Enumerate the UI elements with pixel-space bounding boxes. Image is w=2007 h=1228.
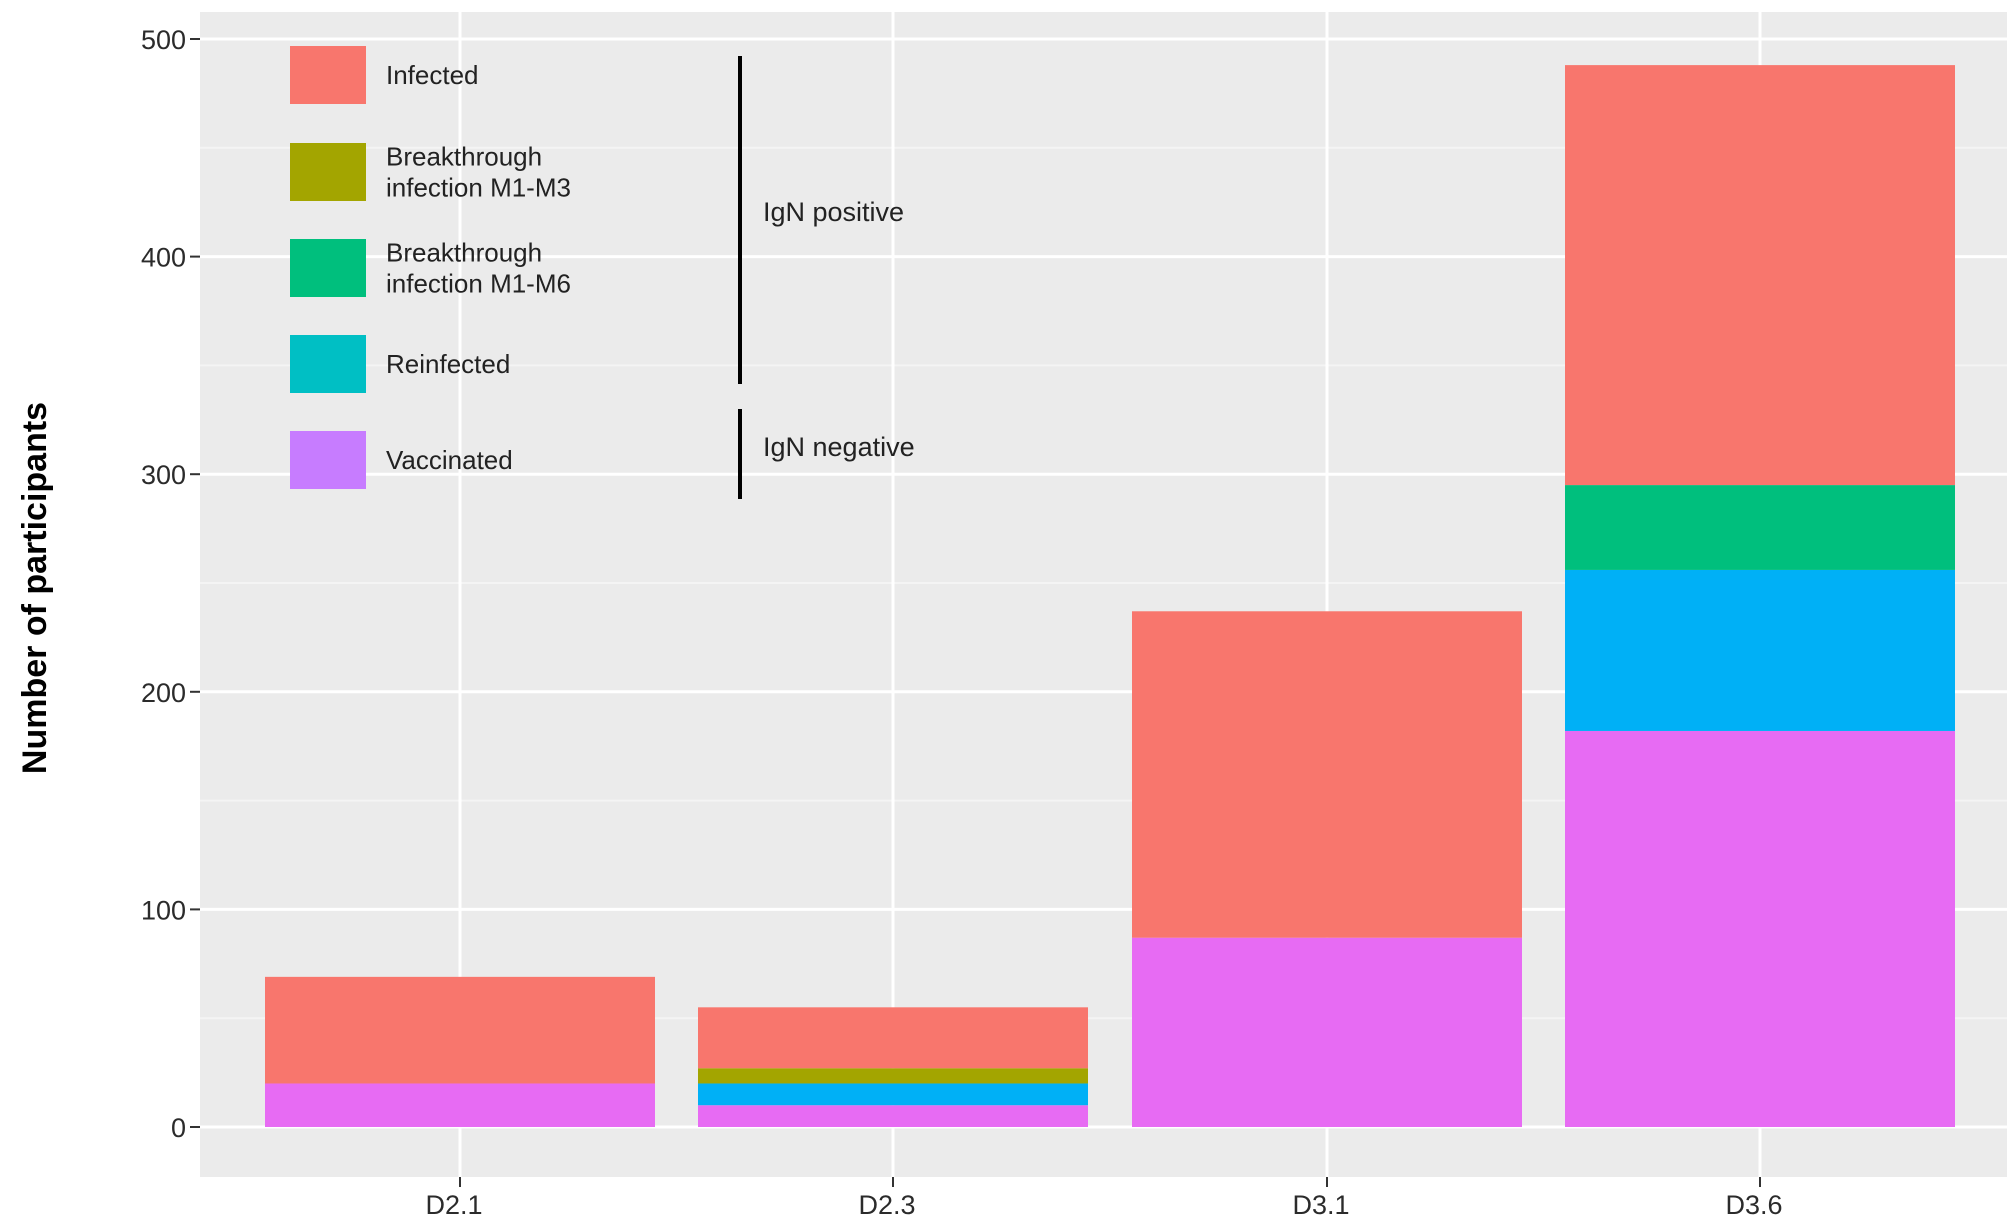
x-tick-label: D2.1 [425, 1190, 482, 1220]
bar-segment [265, 976, 655, 1084]
legend-label: Breakthrough [386, 142, 542, 172]
y-tick-label: 400 [141, 243, 186, 273]
bars [265, 65, 1955, 1127]
bar-segment [1565, 730, 1955, 1127]
legend-key [290, 239, 366, 297]
y-tick-label: 200 [141, 678, 186, 708]
bar-segment [1565, 65, 1955, 486]
bar-segment [1132, 937, 1522, 1127]
bar-segment [698, 1068, 1088, 1084]
legend-label: infection M1-M3 [386, 173, 571, 203]
legend-key [290, 335, 366, 393]
x-tick-label: D3.1 [1292, 1190, 1349, 1220]
bar-segment [265, 1083, 655, 1127]
y-tick-label: 0 [171, 1113, 186, 1143]
bar-segment [698, 1083, 1088, 1106]
x-tick-label: D3.6 [1725, 1190, 1782, 1220]
x-tick-label: D2.3 [858, 1190, 915, 1220]
y-tick-label: 500 [141, 25, 186, 55]
bar-segment [698, 1105, 1088, 1127]
bar-segment [698, 1007, 1088, 1069]
bar-segment [1132, 611, 1522, 938]
legend-label: Reinfected [386, 349, 510, 379]
legend-label: Vaccinated [386, 445, 513, 475]
y-tick-label: 300 [141, 460, 186, 490]
legend-label: Breakthrough [386, 238, 542, 268]
legend-key [290, 143, 366, 201]
y-tick-label: 100 [141, 895, 186, 925]
legend-label: Infected [386, 60, 479, 90]
legend-label: infection M1-M6 [386, 269, 571, 299]
bar-segment [1565, 569, 1955, 731]
axes: 0 100 200 300 400 500 D2.1 D2.3 D3.1 D3.6 [141, 25, 1783, 1220]
legend-key [290, 46, 366, 104]
y-axis-title: Number of participants [16, 402, 54, 774]
legend-group-label: IgN negative [763, 432, 915, 462]
legend-group-label: IgN positive [763, 197, 904, 227]
legend-key [290, 431, 366, 489]
bar-segment [1565, 485, 1955, 570]
